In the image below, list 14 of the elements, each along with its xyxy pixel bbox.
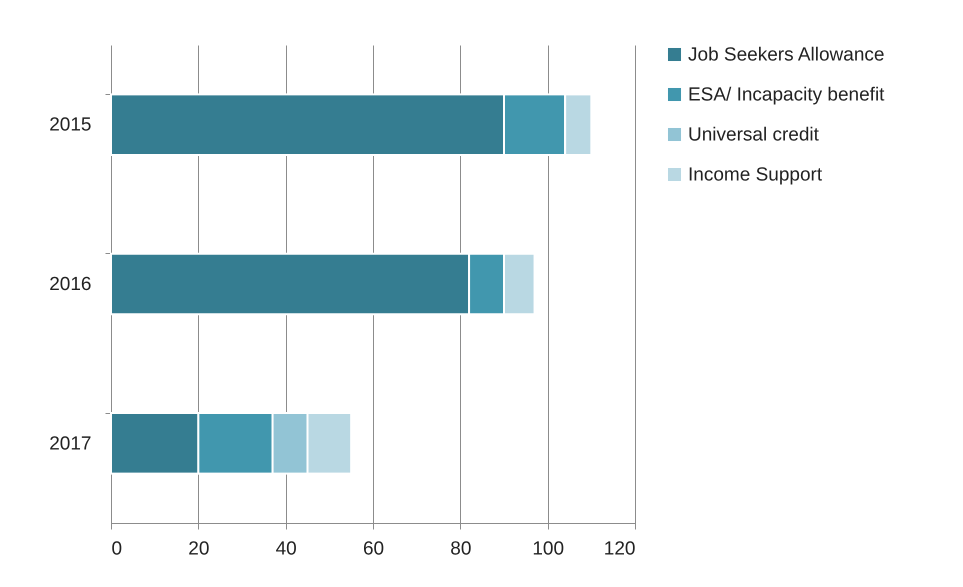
x-tick-label: 120 (604, 538, 636, 560)
y-tick-label: 2017 (49, 433, 92, 454)
x-tick-label: 60 (362, 538, 384, 560)
x-tick-label: 20 (188, 538, 210, 560)
x-tick-label: 80 (450, 538, 472, 560)
legend-label: Job Seekers Allowance (688, 44, 884, 66)
legend-label: Income Support (688, 164, 823, 186)
y-tick-label: 2015 (49, 114, 92, 136)
y-tick-label: 2016 (49, 274, 92, 295)
x-tick-label: 40 (276, 538, 297, 560)
x-tick-label: 0 (112, 538, 122, 560)
legend-label: Universal credit (688, 124, 820, 146)
legend-label: ESA/ Incapacity benefit (688, 84, 886, 106)
x-tick-label: 100 (532, 538, 564, 560)
